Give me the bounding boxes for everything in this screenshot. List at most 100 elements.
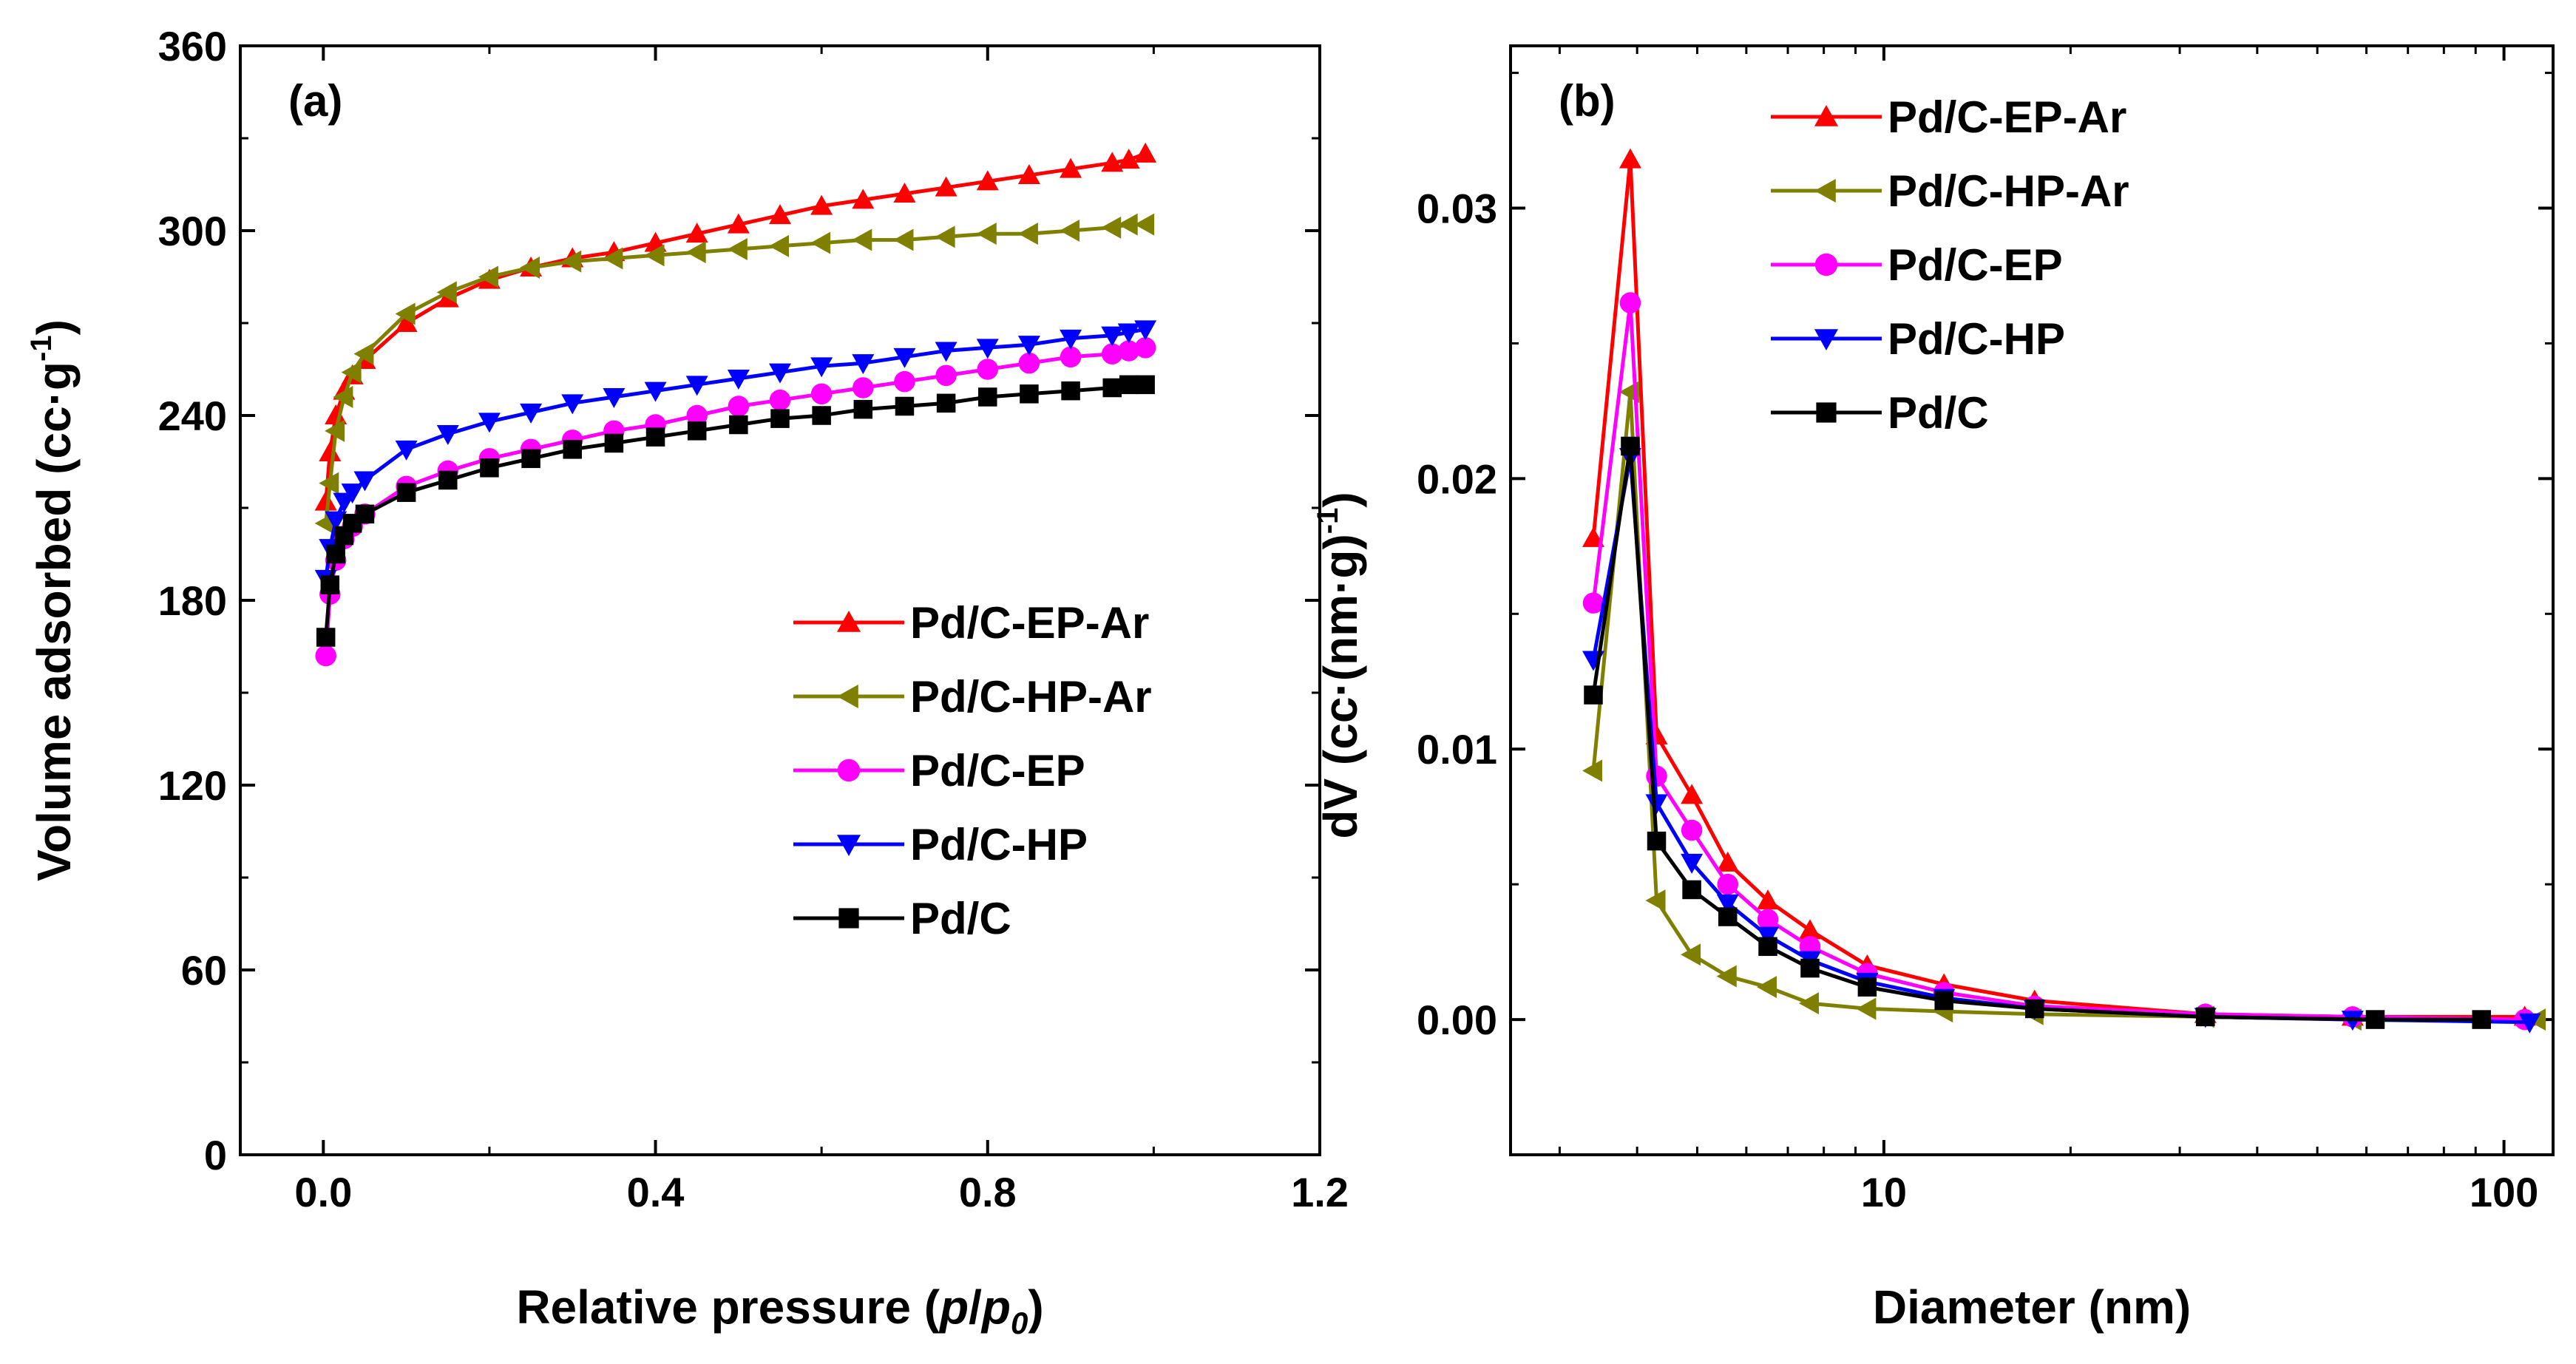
legend-label: Pd/C-HP [910, 820, 1088, 869]
data-point [319, 441, 342, 461]
data-point [563, 440, 582, 459]
data-point [1134, 320, 1157, 341]
data-point [1134, 213, 1155, 236]
data-point [478, 265, 498, 288]
data-point [314, 490, 337, 511]
series-line [1591, 444, 2482, 1022]
data-point [1584, 685, 1603, 705]
legend-label: Pd/C-HP-Ar [1888, 166, 2129, 216]
data-point [685, 223, 708, 243]
data-point [1017, 336, 1040, 356]
legend-marker [1814, 179, 1836, 203]
series-pd-c-hp-ar [314, 213, 1155, 535]
plot-frame [1509, 44, 2555, 1156]
data-point [978, 387, 997, 407]
y-tick-label: 360 [158, 23, 227, 69]
data-point [1117, 323, 1140, 344]
data-point [2196, 1007, 2215, 1027]
panel-a: 0 60 120 180 240 300 360 0.0 0.4 0.8 1.2 (a) Pd/C-EP… [158, 23, 1349, 1215]
data-point [728, 396, 750, 417]
data-point [480, 458, 499, 478]
data-point [1118, 340, 1139, 362]
legend-marker [1814, 105, 1838, 126]
y-tick-label: 0.01 [1417, 726, 1497, 773]
data-point [1101, 216, 1122, 239]
data-point [895, 396, 915, 416]
y-axis-title: Volume adsorbed (cc·g-1) [25, 319, 81, 881]
data-point [395, 302, 416, 325]
data-point [436, 281, 457, 304]
data-point [561, 250, 582, 273]
data-point [1102, 378, 1122, 398]
data-point [2365, 1010, 2385, 1029]
x-axis-title-part: 0 [1011, 1306, 1028, 1340]
data-point [644, 244, 665, 267]
legend: Pd/C-EP-Ar Pd/C-HP-Ar Pd/C-EP Pd/C-HP Pd/C [1771, 92, 2129, 438]
data-point [1017, 223, 1038, 245]
data-point [1101, 343, 1123, 364]
data-point [1619, 148, 1641, 169]
data-point [644, 381, 667, 402]
y-tick-label: 0 [204, 1132, 227, 1178]
data-point [1716, 894, 1739, 915]
panel-label: (a) [288, 76, 342, 126]
y-tick-label: 120 [158, 762, 227, 809]
y-axis-title-b-main: dV (cc·(nm·g) [1314, 534, 1367, 838]
y-tick-label: 180 [158, 577, 227, 624]
data-point [1134, 142, 1157, 163]
legend-label: Pd/C-EP [910, 746, 1085, 795]
data-point [1718, 907, 1738, 926]
legend-label: Pd/C-EP [1888, 240, 2063, 290]
data-point [893, 347, 916, 368]
data-point [976, 223, 997, 245]
data-point [1857, 977, 1877, 997]
data-point [645, 427, 665, 447]
data-point [325, 404, 348, 424]
y-axis-title-main: Volume adsorbed (cc·g [27, 362, 81, 881]
data-point [1934, 991, 1953, 1011]
data-point [685, 376, 708, 396]
data-point [1717, 873, 1738, 895]
data-point [1758, 937, 1777, 957]
y-axis-title-b-sup: -1 [1312, 508, 1344, 535]
data-point [1117, 213, 1138, 236]
data-point [1682, 880, 1701, 900]
data-point [977, 359, 999, 380]
data-point [1136, 375, 1155, 395]
data-point [2025, 999, 2044, 1019]
data-point [1020, 384, 1039, 404]
legend-label: Pd/C-EP-Ar [910, 598, 1149, 648]
legend-item: Pd/C [1771, 388, 1989, 438]
data-point [1645, 889, 1666, 912]
legend-marker [1814, 329, 1838, 350]
data-point [521, 449, 540, 469]
data-point [1061, 381, 1080, 401]
data-point [320, 575, 340, 594]
data-point [769, 204, 791, 225]
series-pd-c-hp-ar [1582, 381, 2546, 1031]
data-point [1645, 794, 1668, 815]
data-point [1060, 346, 1082, 368]
legend-label: Pd/C [1888, 388, 1989, 438]
data-point [1757, 926, 1780, 947]
legend-marker [1816, 402, 1837, 423]
x-axis-title-part: Relative pressure ( [516, 1280, 940, 1334]
series-pd-c [316, 375, 1155, 647]
legend-marker [837, 685, 858, 708]
data-point [319, 472, 339, 495]
data-point [853, 377, 874, 398]
panel-label: (b) [1559, 76, 1616, 126]
series-line [1591, 455, 2530, 1025]
data-point [353, 342, 374, 365]
data-point [686, 404, 708, 427]
x-axis-title-part: p [938, 1280, 969, 1334]
legend-marker [838, 908, 859, 929]
data-point [1757, 976, 1777, 999]
y-tick-label: 60 [181, 947, 227, 994]
data-point [2472, 1010, 2491, 1029]
data-point [810, 357, 833, 378]
data-point [1681, 819, 1703, 841]
data-point [395, 440, 418, 461]
data-point [1757, 889, 1780, 910]
data-point [316, 628, 336, 647]
